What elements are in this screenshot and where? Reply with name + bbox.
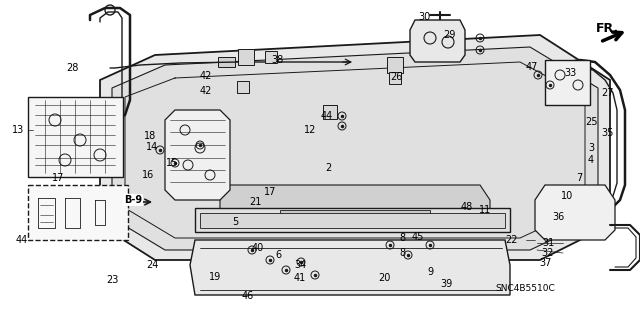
Text: 42: 42: [200, 71, 212, 81]
Polygon shape: [535, 185, 615, 240]
Text: 40: 40: [252, 243, 264, 253]
Text: 28: 28: [66, 63, 78, 73]
Text: 36: 36: [552, 212, 564, 222]
Text: 44: 44: [321, 111, 333, 121]
Text: 10: 10: [561, 191, 573, 201]
Text: 47: 47: [526, 62, 538, 72]
Text: 17: 17: [52, 173, 64, 183]
Text: 4: 4: [588, 155, 594, 165]
Polygon shape: [323, 105, 337, 119]
Text: 3: 3: [588, 143, 594, 153]
Text: 35: 35: [602, 128, 614, 138]
Polygon shape: [237, 81, 249, 93]
Text: 20: 20: [378, 273, 390, 283]
Text: 12: 12: [304, 125, 316, 135]
Polygon shape: [389, 72, 401, 84]
FancyBboxPatch shape: [545, 60, 590, 105]
Polygon shape: [112, 47, 598, 250]
Text: 29: 29: [443, 30, 455, 40]
Text: FR.: FR.: [596, 22, 619, 35]
Text: 45: 45: [412, 232, 424, 242]
Text: 37: 37: [539, 258, 551, 268]
Polygon shape: [200, 213, 505, 228]
Text: 30: 30: [418, 12, 430, 22]
Text: 32: 32: [542, 248, 554, 258]
Polygon shape: [218, 57, 235, 67]
Text: 5: 5: [232, 217, 238, 227]
FancyBboxPatch shape: [28, 185, 128, 240]
Text: 18: 18: [144, 131, 156, 141]
Text: 41: 41: [294, 273, 306, 283]
Text: 48: 48: [461, 202, 473, 212]
Text: 39: 39: [440, 279, 452, 289]
Text: 14: 14: [146, 142, 158, 152]
Polygon shape: [165, 110, 230, 200]
Polygon shape: [410, 20, 465, 62]
Text: 46: 46: [242, 291, 254, 301]
Text: 6: 6: [275, 250, 281, 260]
Polygon shape: [220, 185, 490, 228]
Text: 17: 17: [264, 187, 276, 197]
Text: 26: 26: [390, 72, 402, 82]
Text: 42: 42: [200, 86, 212, 96]
Polygon shape: [190, 240, 510, 295]
Text: 25: 25: [586, 117, 598, 127]
Polygon shape: [195, 208, 510, 232]
Text: B-9: B-9: [124, 195, 142, 205]
Polygon shape: [100, 35, 610, 260]
Text: 19: 19: [209, 272, 221, 282]
FancyBboxPatch shape: [28, 97, 123, 177]
Text: 33: 33: [564, 68, 576, 78]
Polygon shape: [280, 210, 430, 225]
Text: 22: 22: [505, 235, 517, 245]
Text: 2: 2: [325, 163, 331, 173]
Polygon shape: [265, 51, 277, 63]
Text: 8: 8: [399, 248, 405, 258]
Text: 9: 9: [427, 267, 433, 277]
Text: 31: 31: [542, 238, 554, 248]
Text: 15: 15: [166, 158, 178, 168]
Text: 7: 7: [576, 173, 582, 183]
Text: 24: 24: [146, 260, 158, 270]
Text: 8: 8: [399, 233, 405, 243]
Text: 13: 13: [12, 125, 24, 135]
Text: 27: 27: [601, 88, 613, 98]
Text: 44: 44: [16, 235, 28, 245]
Polygon shape: [387, 57, 403, 73]
Text: 34: 34: [294, 260, 306, 270]
Text: 16: 16: [142, 170, 154, 180]
Text: 21: 21: [249, 197, 261, 207]
Text: 11: 11: [479, 205, 491, 215]
Text: 38: 38: [271, 55, 283, 65]
Text: 23: 23: [106, 275, 118, 285]
Text: SNC4B5510C: SNC4B5510C: [495, 284, 555, 293]
Polygon shape: [238, 49, 254, 65]
